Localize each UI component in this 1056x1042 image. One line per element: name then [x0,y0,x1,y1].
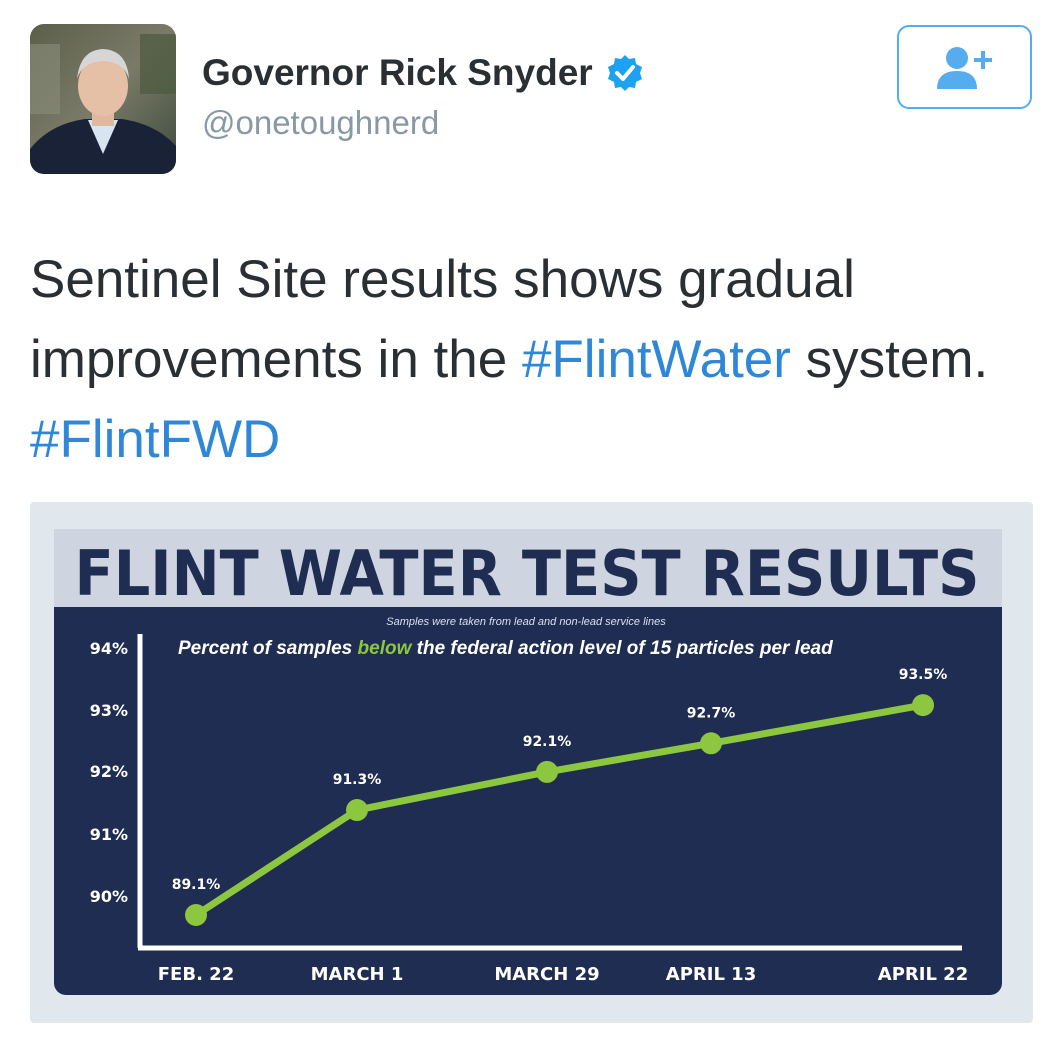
chart-background [54,529,1002,995]
chart-heading-highlight: below [358,638,413,659]
add-user-icon [936,47,992,89]
data-label: 89.1% [172,877,221,893]
x-tick-label: APRIL 13 [666,964,756,985]
user-handle[interactable]: @onetoughnerd [202,104,440,141]
data-point [912,694,934,717]
data-point [536,760,558,783]
data-label: 91.3% [333,772,382,788]
follow-button[interactable] [897,25,1032,109]
tweet-text: Sentinel Site results shows gradual impr… [30,240,1030,480]
chart-heading-before: Percent of samples [178,638,358,659]
y-tick-label: 93% [90,701,128,720]
chart-subtitle: Samples were taken from lead and non-lea… [386,616,666,628]
data-point [346,799,368,822]
line-chart: FLINT WATER TEST RESULTS Samples were ta… [54,529,1002,995]
chart-title-bar [54,529,1002,607]
hashtag-flintfwd[interactable]: #FlintFWD [30,410,281,469]
tweet-text-part1: Sentinel Site results shows gradual impr… [30,250,855,389]
tweet-text-part2: system. [790,330,989,389]
x-tick-label: APRIL 22 [878,964,968,985]
data-label: 92.7% [687,705,736,721]
chart-heading-after: the federal action level of 15 particles… [411,638,833,659]
y-tick-label: 91% [90,825,128,844]
data-point [185,904,207,926]
data-label: 93.5% [899,667,948,683]
data-point [700,732,722,755]
x-tick-label: MARCH 29 [494,964,599,985]
y-tick-label: 94% [90,639,128,658]
chart-heading: Percent of samples below the federal act… [178,638,833,659]
hashtag-flintwater[interactable]: #FlintWater [521,330,791,389]
x-tick-label: FEB. 22 [158,964,234,985]
tweet-media-image[interactable]: FLINT WATER TEST RESULTS Samples were ta… [30,502,1033,1023]
chart-title: FLINT WATER TEST RESULTS [75,537,980,610]
y-tick-label: 92% [90,762,128,781]
avatar[interactable] [30,24,176,174]
verified-badge-icon [607,55,642,91]
y-tick-label: 90% [90,887,128,906]
x-tick-label: MARCH 1 [311,964,404,985]
user-name-row: Governor Rick Snyder [202,52,645,94]
data-label: 92.1% [523,734,572,750]
display-name[interactable]: Governor Rick Snyder [202,52,593,93]
